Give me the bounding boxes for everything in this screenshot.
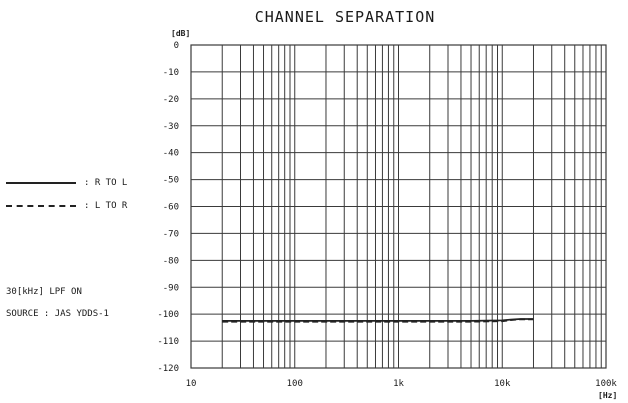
- y-tick-label: -110: [157, 337, 179, 347]
- x-tick-label: 10: [186, 379, 197, 389]
- series-line-l-to-r: [222, 318, 534, 323]
- y-tick-label: -10: [163, 68, 179, 78]
- chart-title: CHANNEL SEPARATION: [254, 8, 436, 26]
- legend-swatch-dashed: [6, 204, 76, 207]
- y-tick-label: -80: [163, 256, 179, 266]
- y-tick-label: -20: [163, 95, 179, 105]
- x-tick-labels: 10 100 1k 10k 100k: [186, 379, 618, 389]
- y-tick-label: -90: [163, 283, 179, 293]
- source-note: SOURCE : JAS YDDS-1: [6, 309, 109, 319]
- y-tick-label: -40: [163, 149, 179, 159]
- y-tick-label: -60: [163, 203, 179, 213]
- x-tick-label: 10k: [494, 379, 511, 389]
- y-tick-labels: 0 -10 -20 -30 -40 -50 -60 -70 -80 -90 -100 -110 -120: [157, 41, 179, 374]
- y-tick-label: 0: [174, 41, 179, 51]
- chart-grid: [190, 44, 607, 369]
- y-tick-label: -70: [163, 229, 179, 239]
- legend-label-l-to-r: : L TO R: [84, 201, 128, 211]
- y-tick-label: -30: [163, 122, 179, 132]
- plot-frame: [190, 44, 607, 369]
- x-tick-label: 1k: [393, 379, 404, 389]
- legend-swatch-solid: [6, 181, 76, 184]
- x-tick-label: 100k: [595, 379, 617, 389]
- legend-label-r-to-l: : R TO L: [84, 178, 128, 188]
- series-lines: [222, 318, 534, 323]
- legend-item-r-to-l: : R TO L: [6, 178, 127, 188]
- y-axis-unit: [dB]: [171, 29, 191, 38]
- y-tick-label: -120: [157, 364, 179, 374]
- y-tick-label: -100: [157, 310, 179, 320]
- legend-item-l-to-r: : L TO R: [6, 201, 127, 211]
- filter-note: 30[kHz] LPF ON: [6, 287, 82, 297]
- y-tick-label: -50: [163, 176, 179, 186]
- x-axis-unit: [Hz]: [598, 391, 618, 400]
- x-tick-label: 100: [287, 379, 303, 389]
